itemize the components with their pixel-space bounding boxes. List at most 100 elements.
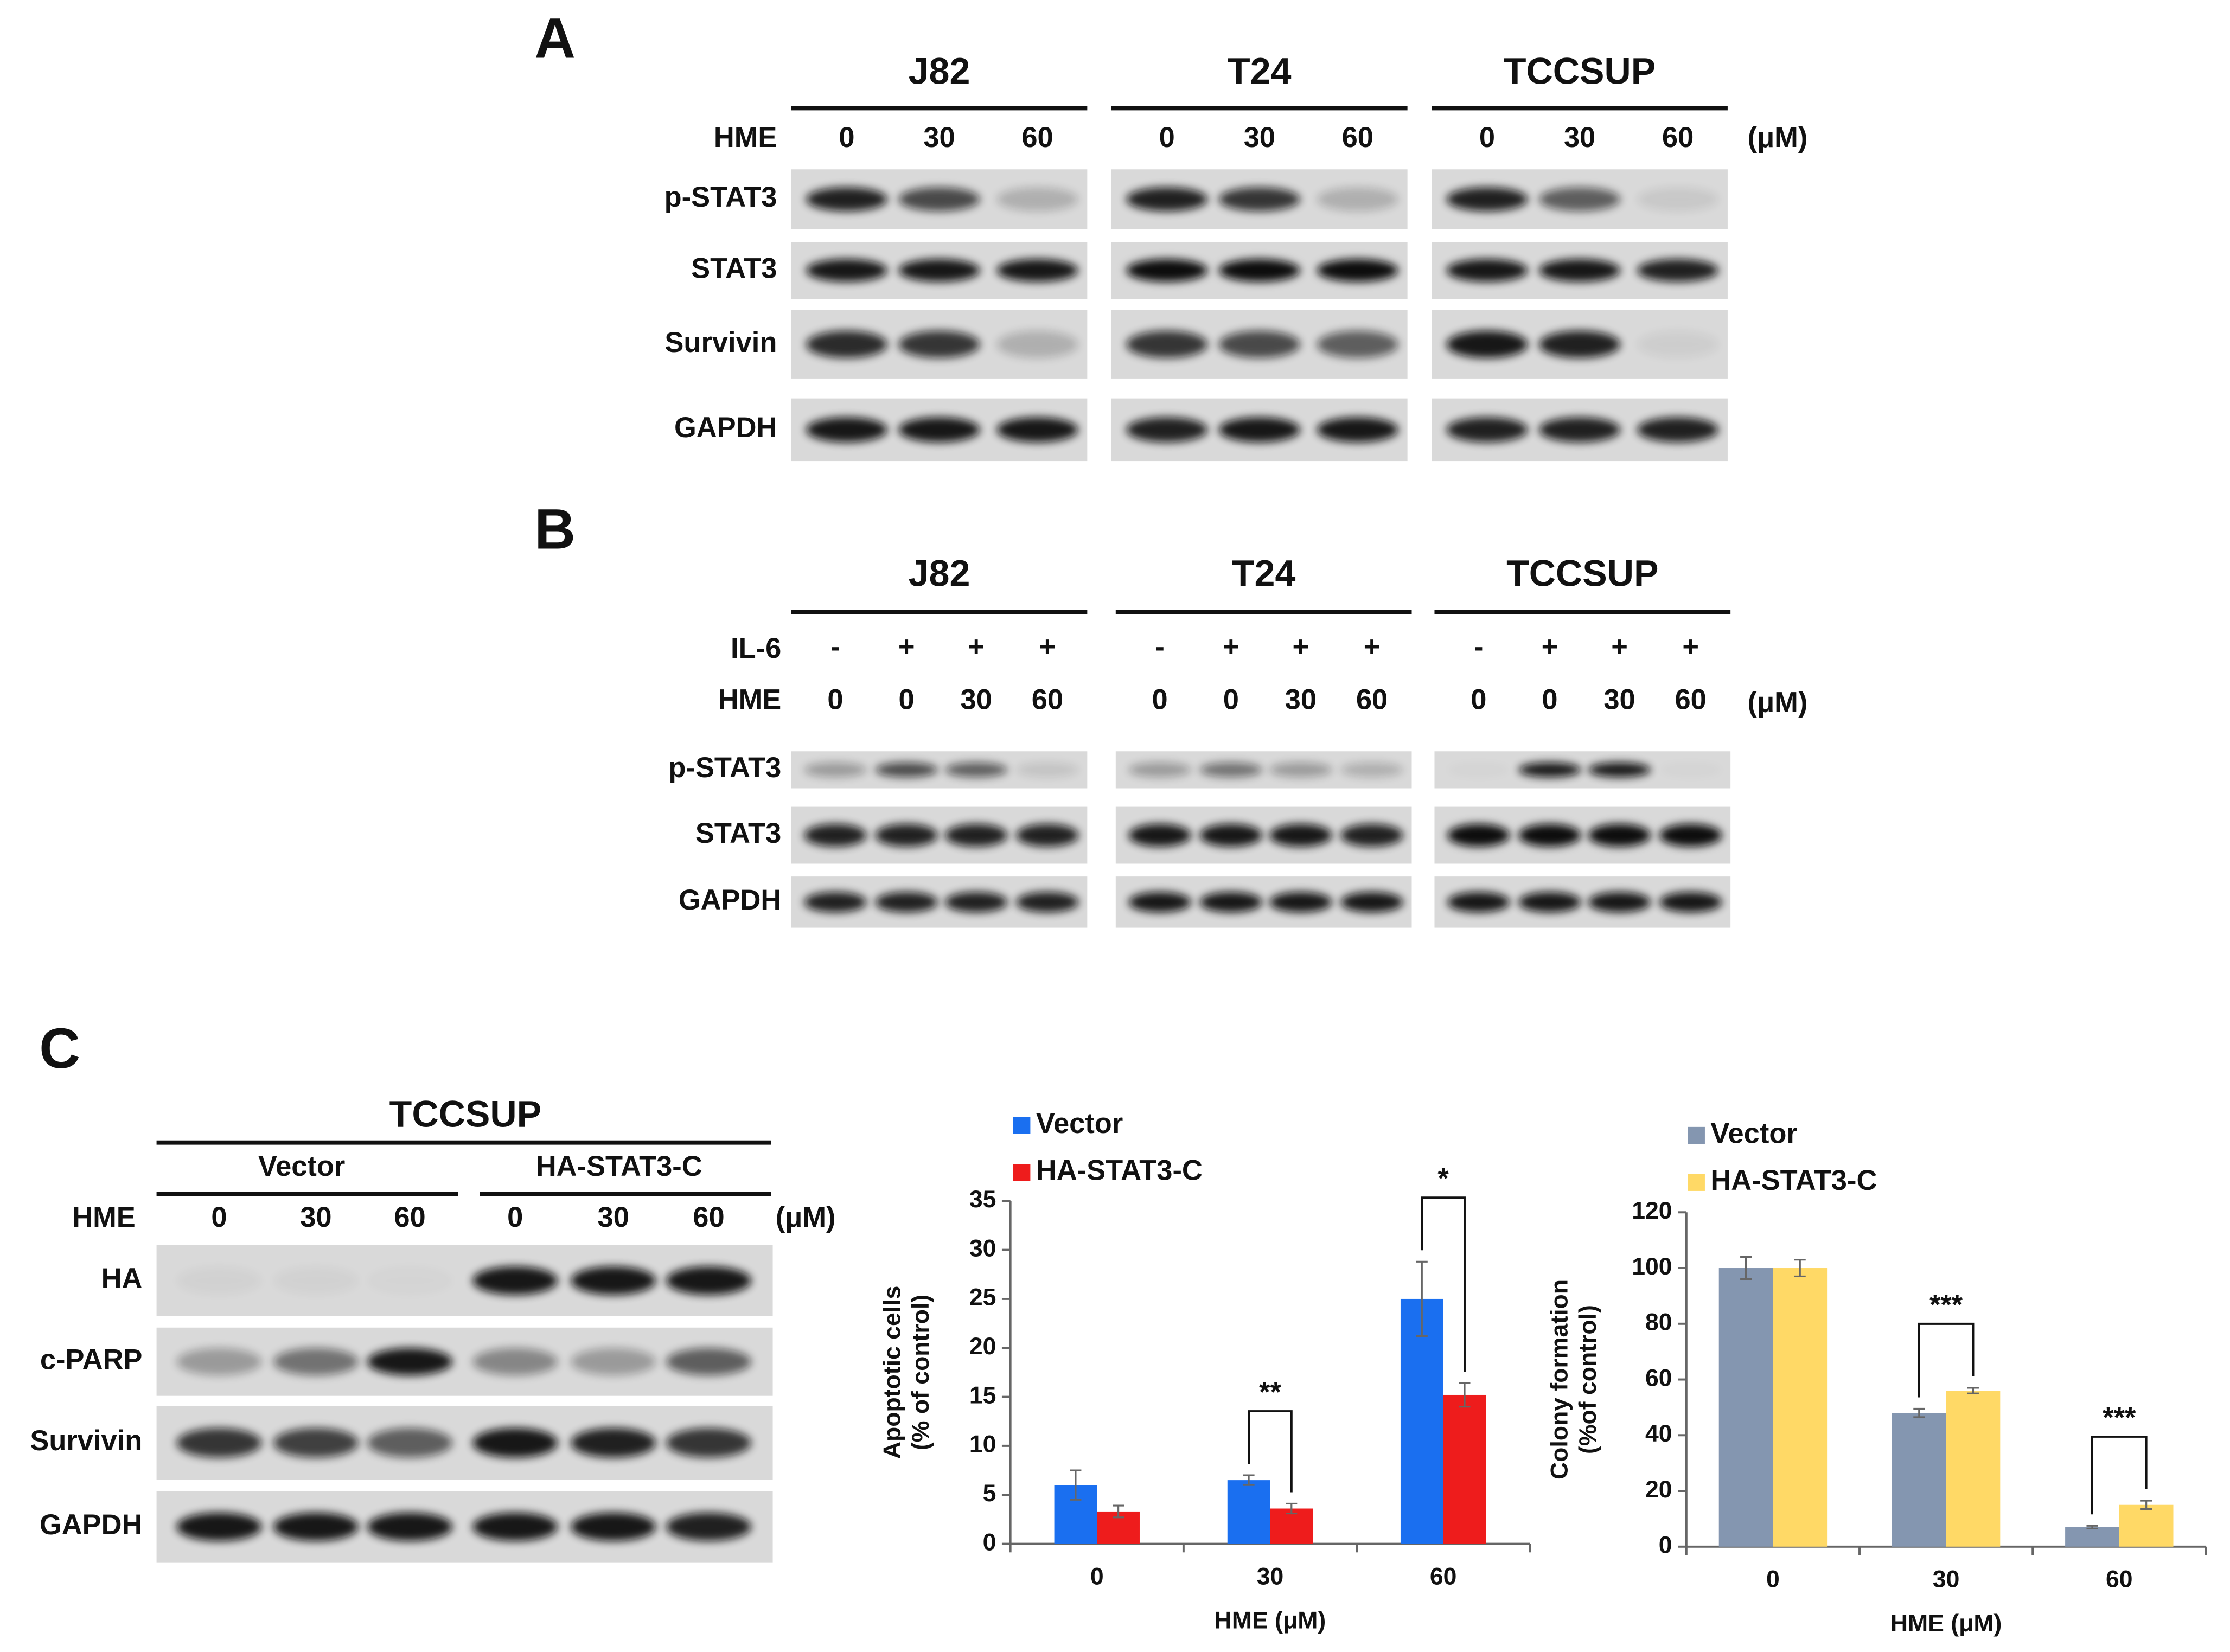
blot-band <box>273 1427 359 1458</box>
blot-band <box>1539 330 1621 358</box>
significance-label: * <box>1437 1163 1449 1195</box>
y-tick-label: 0 <box>983 1529 996 1555</box>
blot-band <box>1269 824 1332 847</box>
blot-label: STAT3 <box>695 818 781 849</box>
dose: 0 <box>1471 684 1486 715</box>
blot-band <box>1447 824 1510 847</box>
il6-sign: - <box>1474 631 1483 663</box>
blot-band <box>806 259 888 282</box>
error-bar <box>1113 1504 1124 1519</box>
x-tick-label: 60 <box>1430 1563 1457 1590</box>
blot-band <box>996 259 1078 282</box>
blot-band <box>571 1427 656 1458</box>
blot-label: HA <box>101 1263 143 1295</box>
blot-band <box>472 1427 558 1458</box>
treatment-label: HME <box>72 1202 136 1233</box>
unit-label: (μM) <box>1748 122 1808 153</box>
significance-bracket <box>2091 1436 2148 1515</box>
panel-label: A <box>534 7 576 70</box>
legend-swatch <box>1688 1126 1705 1144</box>
legend-label: Vector <box>1036 1108 1123 1139</box>
blot-band <box>1447 892 1510 913</box>
blot-band <box>1128 824 1191 847</box>
panel-label: B <box>534 498 576 561</box>
error-bar <box>1913 1407 1925 1418</box>
cell-line: TCCSUP <box>1506 553 1658 594</box>
cell-line: T24 <box>1232 553 1296 594</box>
dose: 60 <box>394 1202 425 1233</box>
dose: 60 <box>1342 122 1373 153</box>
blot-band <box>806 330 888 358</box>
blot-band <box>472 1512 558 1541</box>
unit-label: (μM) <box>776 1202 836 1233</box>
bar <box>1270 1508 1313 1544</box>
bar <box>1400 1298 1443 1544</box>
blot-band <box>367 1348 453 1375</box>
blot-label: STAT3 <box>691 253 777 284</box>
il6-sign: + <box>968 631 985 663</box>
blot-band <box>1317 330 1398 358</box>
blot-band <box>1637 259 1719 282</box>
blot-band <box>1588 892 1651 913</box>
blot-band <box>804 824 867 847</box>
il6-sign: + <box>1223 631 1239 663</box>
treatment-label: HME <box>714 122 777 153</box>
blot-band <box>1128 892 1191 913</box>
blot-band <box>996 417 1078 443</box>
il6-sign: + <box>1364 631 1381 663</box>
x-axis-label: HME (μM) <box>1890 1610 2002 1637</box>
blot-band <box>571 1512 656 1541</box>
blot-band <box>898 187 980 212</box>
blot-label: p-STAT3 <box>664 182 777 213</box>
cell-line: J82 <box>909 51 970 92</box>
blot-band <box>1199 762 1263 778</box>
blot-band <box>666 1512 751 1541</box>
blot-band <box>996 187 1078 212</box>
dose: 30 <box>598 1202 629 1233</box>
error-bar <box>1243 1474 1255 1486</box>
x-tick-label: 60 <box>2106 1566 2133 1593</box>
il6-sign: + <box>1293 631 1309 663</box>
blot-band <box>666 1427 751 1458</box>
blot-band <box>571 1266 656 1295</box>
blot-band <box>1126 330 1208 358</box>
blot-band <box>875 824 938 847</box>
il6-sign: - <box>830 631 840 663</box>
y-tick-label: 20 <box>969 1333 996 1360</box>
error-bar <box>1286 1502 1298 1515</box>
y-tick-label: 35 <box>969 1186 996 1213</box>
error-bar <box>2086 1525 2098 1529</box>
blot-band <box>1199 824 1263 847</box>
y-axis-label: (%of control) <box>1575 1305 1601 1454</box>
significance-bracket <box>1421 1196 1466 1372</box>
dose: 60 <box>1021 122 1053 153</box>
blot-band <box>1317 417 1398 443</box>
blot-band <box>666 1266 751 1295</box>
blot-label: Survivin <box>664 327 777 358</box>
dose: 0 <box>1152 684 1168 715</box>
dose: 30 <box>1244 122 1275 153</box>
x-tick-label: 30 <box>1933 1566 1960 1593</box>
il6-sign: + <box>1039 631 1056 663</box>
blot-background <box>1434 751 1731 789</box>
blot-band <box>898 259 980 282</box>
blot-band <box>996 330 1078 358</box>
blot-band <box>806 417 888 443</box>
blot-band <box>1016 892 1079 913</box>
x-tick-label: 30 <box>1257 1563 1284 1590</box>
dose: 60 <box>1662 122 1694 153</box>
il6-sign: + <box>1542 631 1558 663</box>
blot-band <box>176 1512 262 1541</box>
blot-band <box>1128 762 1191 778</box>
error-bar <box>2140 1500 2152 1510</box>
il6-sign: + <box>1611 631 1628 663</box>
blot-band <box>666 1348 751 1375</box>
blot-band <box>1446 259 1528 282</box>
blot-band <box>472 1348 558 1375</box>
dose: 0 <box>827 684 843 715</box>
error-bar <box>1740 1256 1752 1280</box>
dose: 0 <box>1223 684 1239 715</box>
treatment-label: HME <box>718 684 782 715</box>
bar <box>2119 1504 2174 1547</box>
